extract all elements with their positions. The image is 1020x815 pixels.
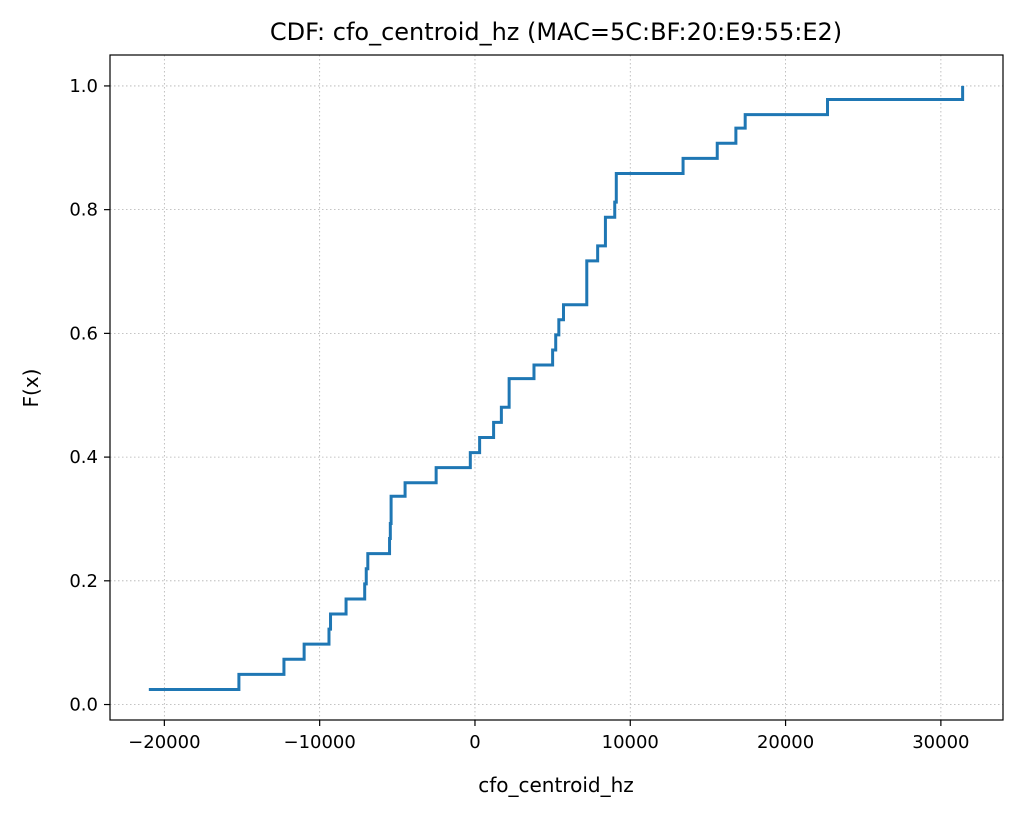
y-tick-label: 0.8 <box>69 200 98 221</box>
y-tick-label: 0.6 <box>69 323 98 344</box>
y-tick-label: 0.2 <box>69 571 98 592</box>
y-axis-label: F(x) <box>19 369 43 408</box>
x-tick-label: 20000 <box>757 732 814 753</box>
ticks: −20000 −10000 0 10000 20000 30000 0.0 0.2 0.4 0.6… <box>69 76 969 753</box>
x-tick-label: 30000 <box>912 732 969 753</box>
grid <box>110 55 1003 720</box>
y-tick-label: 0.4 <box>69 447 98 468</box>
cdf-series-line <box>148 85 965 691</box>
y-tick-label: 1.0 <box>69 76 98 97</box>
axes-frame <box>109 54 1004 721</box>
x-tick-label: 10000 <box>602 732 659 753</box>
x-tick-label: 0 <box>469 732 480 753</box>
x-axis-label: cfo_centroid_hz <box>478 773 634 797</box>
x-tick-label: −10000 <box>283 732 355 753</box>
y-tick-label: 0.0 <box>69 695 98 716</box>
x-tick-label: −20000 <box>128 732 200 753</box>
plot-area <box>148 85 965 691</box>
chart-title: CDF: cfo_centroid_hz (MAC=5C:BF:20:E9:55… <box>270 18 842 46</box>
